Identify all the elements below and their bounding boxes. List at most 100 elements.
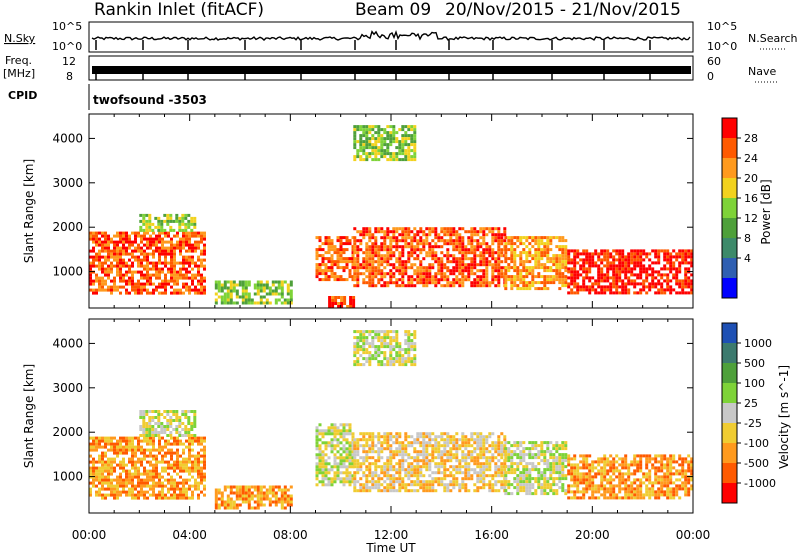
echo-cell bbox=[170, 484, 173, 488]
echo-cell bbox=[431, 266, 435, 270]
echo-cell bbox=[564, 269, 568, 273]
echo-cell bbox=[534, 257, 538, 261]
echo-cell bbox=[543, 251, 547, 255]
echo-cell bbox=[122, 243, 125, 247]
echo-cell bbox=[152, 475, 155, 479]
echo-cell bbox=[419, 275, 423, 279]
echo-cell bbox=[175, 419, 179, 422]
echo-cell bbox=[253, 301, 257, 305]
echo-cell bbox=[561, 459, 565, 463]
echo-cell bbox=[434, 242, 438, 246]
echo-cell bbox=[193, 216, 197, 220]
echo-cell bbox=[365, 146, 369, 150]
echo-cell bbox=[504, 272, 508, 276]
echo-cell bbox=[98, 436, 101, 440]
echo-cell bbox=[241, 494, 245, 498]
echo-cell bbox=[164, 291, 167, 295]
echo-cell bbox=[137, 466, 140, 470]
echo-cell bbox=[134, 475, 137, 479]
echo-cell bbox=[630, 267, 634, 271]
echo-cell bbox=[95, 276, 98, 280]
echo-cell bbox=[425, 233, 429, 237]
echo-cell bbox=[187, 225, 191, 229]
echo-cell bbox=[407, 149, 411, 153]
echo-cell bbox=[446, 468, 450, 472]
echo-cell bbox=[573, 475, 577, 479]
echo-cell bbox=[657, 291, 661, 295]
echo-cell bbox=[558, 471, 562, 475]
echo-cell bbox=[516, 284, 520, 288]
echo-cell bbox=[458, 468, 462, 472]
echo-cell bbox=[179, 481, 182, 485]
freq-left-tick-top: 12 bbox=[62, 55, 76, 68]
echo-cell bbox=[615, 273, 619, 277]
echo-cell bbox=[173, 282, 176, 286]
echo-cell bbox=[107, 478, 110, 482]
echo-cell bbox=[241, 500, 245, 504]
echo-cell bbox=[404, 131, 408, 135]
echo-cell bbox=[612, 279, 616, 283]
echo-cell bbox=[600, 484, 604, 488]
echo-cell bbox=[244, 494, 248, 498]
echo-cell bbox=[155, 270, 158, 274]
echo-cell bbox=[497, 245, 501, 249]
echo-cell bbox=[525, 281, 529, 285]
echo-cell bbox=[585, 252, 589, 256]
echo-cell bbox=[410, 251, 414, 255]
echo-cell bbox=[497, 254, 501, 258]
echo-cell bbox=[440, 465, 444, 469]
echo-cell bbox=[330, 257, 334, 261]
echo-cell bbox=[476, 248, 480, 252]
echo-cell bbox=[274, 500, 278, 504]
echo-cell bbox=[428, 441, 432, 445]
echo-cell bbox=[473, 245, 477, 249]
echo-cell bbox=[579, 264, 583, 268]
echo-cell bbox=[182, 442, 185, 446]
echo-cell bbox=[149, 252, 152, 256]
echo-cell bbox=[398, 450, 402, 454]
echo-cell bbox=[176, 448, 179, 452]
echo-cell bbox=[368, 239, 372, 243]
echo-cell bbox=[440, 284, 444, 288]
echo-cell bbox=[389, 263, 393, 267]
echo-cell bbox=[339, 456, 343, 460]
echo-cell bbox=[137, 457, 140, 461]
echo-cell bbox=[197, 469, 200, 473]
echo-cell bbox=[570, 282, 574, 286]
echo-cell bbox=[95, 234, 98, 238]
echo-cell bbox=[104, 445, 107, 449]
echo-cell bbox=[507, 248, 511, 252]
echo-cell bbox=[259, 289, 263, 293]
echo-cell bbox=[200, 442, 203, 446]
echo-cell bbox=[188, 234, 191, 238]
echo-cell bbox=[558, 486, 562, 490]
echo-cell bbox=[330, 260, 334, 264]
echo-cell bbox=[425, 239, 429, 243]
echo-cell bbox=[157, 219, 161, 223]
echo-cell bbox=[440, 266, 444, 270]
echo-cell bbox=[241, 295, 245, 299]
echo-cell bbox=[200, 490, 203, 494]
echo-cell bbox=[491, 486, 495, 490]
echo-cell bbox=[348, 447, 352, 451]
echo-cell bbox=[336, 257, 340, 261]
echo-cell bbox=[359, 432, 363, 436]
echo-cell bbox=[356, 152, 360, 156]
echo-cell bbox=[119, 258, 122, 262]
echo-cell bbox=[167, 496, 170, 500]
echo-cell bbox=[95, 466, 98, 470]
echo-cell bbox=[339, 423, 343, 427]
echo-cell bbox=[89, 454, 92, 458]
echo-cell bbox=[318, 278, 322, 282]
echo-cell bbox=[217, 497, 221, 501]
echo-cell bbox=[407, 284, 411, 288]
echo-cell bbox=[395, 441, 399, 445]
echo-cell bbox=[681, 288, 685, 292]
echo-cell bbox=[401, 441, 405, 445]
echo-cell bbox=[113, 240, 116, 244]
echo-cell bbox=[549, 471, 553, 475]
echo-cell bbox=[155, 267, 158, 271]
echo-cell bbox=[203, 249, 206, 253]
echo-cell bbox=[110, 487, 113, 491]
echo-cell bbox=[585, 261, 589, 265]
